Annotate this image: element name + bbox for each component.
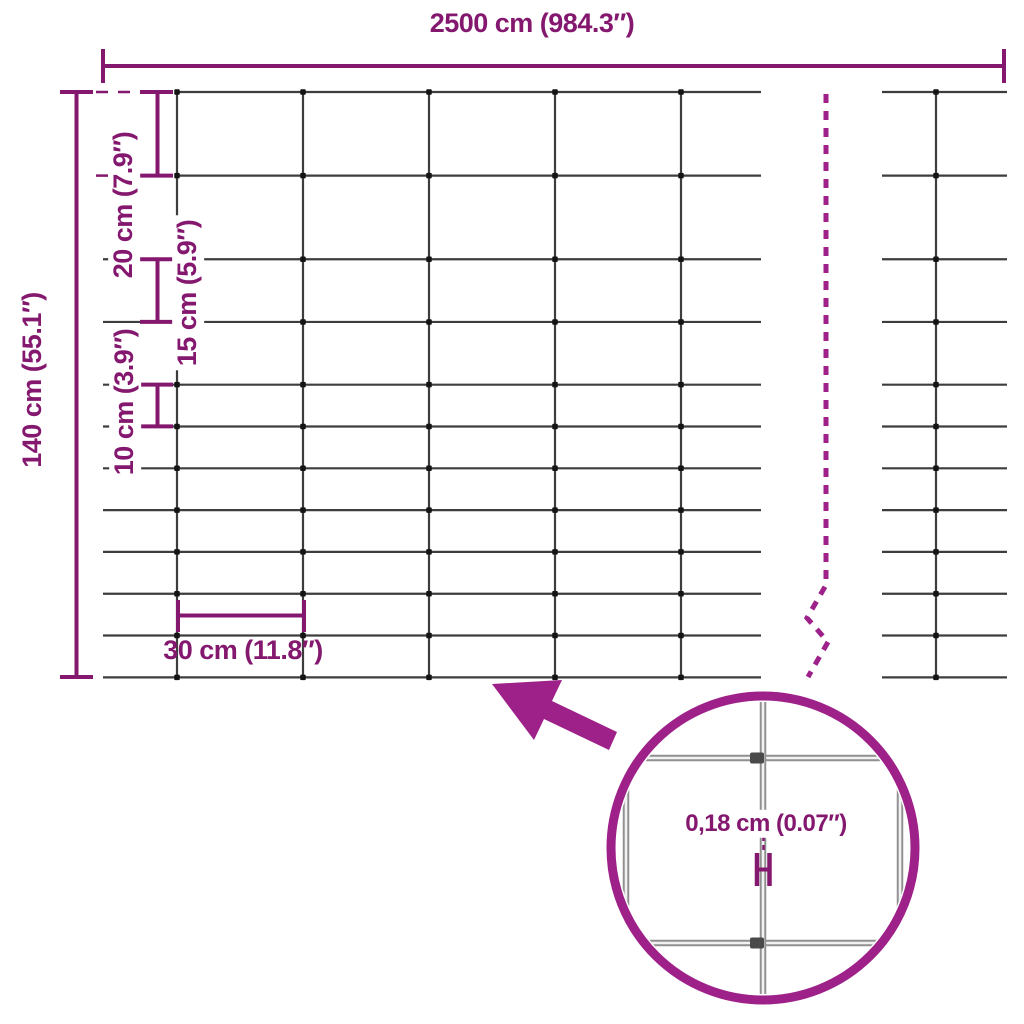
- mesh-junction-dot: [300, 319, 306, 325]
- mesh-junction-dot: [933, 549, 939, 555]
- wire-mesh: [103, 89, 1007, 681]
- mesh-junction-dot: [933, 674, 939, 681]
- mesh-junction-dot: [678, 549, 684, 555]
- mesh-junction-dot: [426, 632, 432, 639]
- mesh-junction-dot: [426, 423, 432, 430]
- mesh-junction-dot: [678, 89, 684, 95]
- mesh-junction-dot: [933, 381, 939, 388]
- mesh-junction-dot: [678, 465, 684, 472]
- mesh-junction-dot: [174, 89, 180, 95]
- mesh-junction-dot: [933, 590, 939, 597]
- mesh-junction-dot: [300, 674, 306, 681]
- row-spacing-20-bracket: [96, 90, 173, 178]
- mesh-junction-dot: [552, 465, 558, 472]
- mesh-junction-dot: [300, 590, 306, 597]
- mesh-junction-dot: [933, 465, 939, 472]
- thickness-callout-circle: [606, 691, 920, 1005]
- mesh-junction-dot: [678, 632, 684, 639]
- wire-clamp: [750, 752, 764, 764]
- thickness-marker: [754, 836, 772, 886]
- mesh-junction-dot: [552, 89, 558, 95]
- mesh-junction-dot: [174, 674, 180, 681]
- mesh-junction-dot: [933, 319, 939, 325]
- mesh-junction-dot: [552, 256, 558, 262]
- mesh-junction-dot: [426, 256, 432, 262]
- mesh-junction-dot: [300, 507, 306, 513]
- mesh-junction-dot: [174, 423, 180, 430]
- row-spacing-15-label: 15 cm (5.9″): [172, 215, 204, 371]
- total-width-label: 2500 cm (984.3″): [429, 8, 635, 39]
- mesh-junction-dot: [300, 172, 306, 179]
- mesh-junction-dot: [678, 172, 684, 179]
- mesh-junction-dot: [174, 381, 180, 388]
- mesh-junction-dot: [426, 549, 432, 555]
- mesh-junction-dot: [933, 256, 939, 262]
- mesh-junction-dot: [678, 674, 684, 681]
- mesh-junction-dot: [174, 172, 180, 179]
- mesh-junction-dot: [174, 465, 180, 472]
- mesh-junction-dot: [933, 423, 939, 430]
- mesh-junction-dot: [300, 632, 306, 639]
- mesh-junction-dot: [678, 381, 684, 388]
- mesh-junction-dot: [174, 590, 180, 597]
- mesh-junction-dot: [300, 89, 306, 95]
- mesh-junction-dot: [300, 381, 306, 388]
- mesh-junction-dot: [300, 549, 306, 555]
- mesh-junction-dot: [678, 423, 684, 430]
- mesh-junction-dot: [552, 590, 558, 597]
- mesh-junction-dot: [678, 319, 684, 325]
- mesh-junction-dot: [552, 381, 558, 388]
- mesh-junction-dot: [552, 507, 558, 513]
- mesh-junction-dot: [933, 172, 939, 179]
- mesh-junction-dot: [933, 632, 939, 639]
- callout-arrow-icon: [492, 680, 617, 750]
- mesh-junction-dot: [426, 507, 432, 513]
- mesh-junction-dot: [552, 549, 558, 555]
- mesh-junction-dot: [552, 423, 558, 430]
- mesh-junction-dot: [678, 590, 684, 597]
- mesh-junction-dot: [174, 549, 180, 555]
- mesh-junction-dot: [300, 423, 306, 430]
- mesh-junction-dot: [426, 172, 432, 179]
- break-line: [803, 94, 832, 679]
- row-spacing-10-label: 10 cm (3.9″): [109, 324, 141, 480]
- mesh-junction-dot: [933, 507, 939, 513]
- wire-thickness-label: 0,18 cm (0.07″): [681, 809, 851, 839]
- total-width-dimension: [101, 49, 1006, 83]
- total-height-label: 140 cm (55.1″): [17, 292, 48, 468]
- mesh-junction-dot: [678, 507, 684, 513]
- mesh-junction-dot: [300, 465, 306, 472]
- mesh-junction-dot: [426, 465, 432, 472]
- mesh-junction-dot: [933, 89, 939, 95]
- wire-clamp: [750, 937, 764, 949]
- mesh-junction-dot: [552, 319, 558, 325]
- column-spacing-30-bracket: [176, 600, 306, 632]
- mesh-junction-dot: [426, 381, 432, 388]
- mesh-junction-dot: [552, 172, 558, 179]
- mesh-junction-dot: [678, 256, 684, 262]
- mesh-junction-dot: [552, 674, 558, 681]
- mesh-junction-dot: [300, 256, 306, 262]
- row-spacing-10-bracket: [140, 382, 173, 429]
- mesh-junction-dot: [426, 590, 432, 597]
- mesh-junction-dot: [426, 674, 432, 681]
- mesh-junction-dot: [426, 319, 432, 325]
- mesh-junction-dot: [552, 632, 558, 639]
- row-spacing-20-label: 20 cm (7.9″): [108, 127, 140, 283]
- mesh-junction-dot: [174, 507, 180, 513]
- mesh-junction-dot: [174, 632, 180, 639]
- column-spacing-label: 30 cm (11.8″): [163, 635, 323, 666]
- row-spacing-15-bracket: [140, 257, 173, 324]
- total-height-dimension: [60, 90, 93, 679]
- mesh-junction-dot: [426, 89, 432, 95]
